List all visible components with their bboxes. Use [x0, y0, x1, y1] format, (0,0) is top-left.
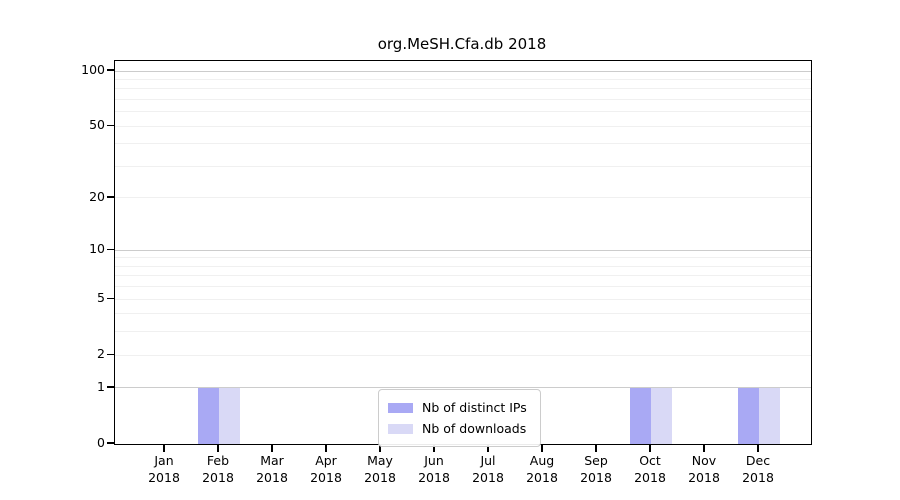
y-tick-label-5: 5 — [97, 290, 105, 306]
bar-distinct-ips-oct — [630, 387, 651, 444]
gridline-minor-7 — [115, 275, 811, 277]
y-tick-label-10: 10 — [89, 241, 105, 257]
y-tick-label-100: 100 — [81, 62, 105, 77]
chart-title: org.MeSH.Cfa.db 2018 — [377, 35, 547, 53]
gridline-minor-70 — [115, 98, 811, 100]
x-tick-apr — [325, 444, 327, 452]
y-tick-5 — [107, 297, 114, 299]
y-tick-100 — [107, 69, 114, 71]
gridline-minor-8 — [115, 265, 811, 267]
y-tick-10 — [107, 248, 114, 250]
gridline-minor-6 — [115, 286, 811, 288]
y-tick-label-2: 2 — [97, 346, 105, 362]
x-tick-label-sep: Sep 2018 — [580, 453, 612, 485]
x-tick-jun — [433, 444, 435, 452]
x-tick-dec — [757, 444, 759, 452]
y-tick-label-50: 50 — [89, 117, 105, 133]
x-tick-label-aug: Aug 2018 — [526, 453, 558, 485]
gridline-major-10 — [115, 249, 811, 251]
x-tick-label-feb: Feb 2018 — [202, 453, 234, 485]
x-tick-label-jul: Jul 2018 — [472, 453, 504, 485]
y-tick-label-1: 1 — [97, 378, 105, 394]
x-tick-aug — [541, 444, 543, 452]
y-tick-20 — [107, 196, 114, 198]
bar-distinct-ips-dec — [738, 387, 759, 444]
legend-swatch-distinct-ips — [388, 402, 413, 413]
x-tick-may — [379, 444, 381, 452]
legend-swatch-downloads — [388, 423, 413, 434]
legend: Nb of distinct IPs Nb of downloads — [378, 389, 541, 447]
x-tick-label-oct: Oct 2018 — [634, 453, 666, 485]
legend-item-distinct-ips: Nb of distinct IPs — [388, 397, 531, 418]
legend-label-distinct-ips: Nb of distinct IPs — [422, 400, 527, 415]
y-tick-0 — [107, 442, 114, 444]
y-tick-label-20: 20 — [89, 188, 105, 204]
gridline-major-100 — [115, 70, 811, 72]
x-tick-sep — [595, 444, 597, 452]
gridline-minor-4 — [115, 313, 811, 315]
gridline-minor-3 — [115, 331, 811, 333]
y-tick-2 — [107, 353, 114, 355]
x-tick-jan — [163, 444, 165, 452]
gridline-minor-2 — [115, 354, 811, 356]
y-tick-1 — [107, 386, 114, 388]
bar-downloads-feb — [219, 387, 240, 444]
gridline-minor-30 — [115, 165, 811, 167]
x-tick-label-jan: Jan 2018 — [148, 453, 180, 485]
gridline-minor-9 — [115, 257, 811, 259]
gridline-minor-60 — [115, 111, 811, 113]
gridline-minor-20 — [115, 197, 811, 199]
x-tick-oct — [649, 444, 651, 452]
x-tick-jul — [487, 444, 489, 452]
x-tick-label-may: May 2018 — [364, 453, 396, 485]
gridline-major-1 — [115, 387, 811, 389]
x-tick-label-dec: Dec 2018 — [742, 453, 774, 485]
bar-distinct-ips-feb — [198, 387, 219, 444]
gridline-minor-40 — [115, 143, 811, 145]
gridline-minor-90 — [115, 78, 811, 80]
gridline-minor-80 — [115, 88, 811, 90]
x-tick-label-mar: Mar 2018 — [256, 453, 288, 485]
bar-downloads-oct — [651, 387, 672, 444]
x-tick-feb — [217, 444, 219, 452]
y-tick-50 — [107, 124, 114, 126]
legend-label-downloads: Nb of downloads — [422, 421, 527, 436]
x-tick-label-apr: Apr 2018 — [310, 453, 342, 485]
plot-area: Nb of distinct IPs Nb of downloads — [114, 60, 812, 447]
x-tick-label-nov: Nov 2018 — [688, 453, 720, 485]
gridline-minor-5 — [115, 298, 811, 300]
x-tick-nov — [703, 444, 705, 452]
x-tick-mar — [271, 444, 273, 452]
legend-item-downloads: Nb of downloads — [388, 418, 531, 439]
gridline-minor-50 — [115, 125, 811, 127]
x-tick-label-jun: Jun 2018 — [418, 453, 450, 485]
y-tick-label-0: 0 — [97, 435, 105, 450]
bar-downloads-dec — [759, 387, 780, 444]
